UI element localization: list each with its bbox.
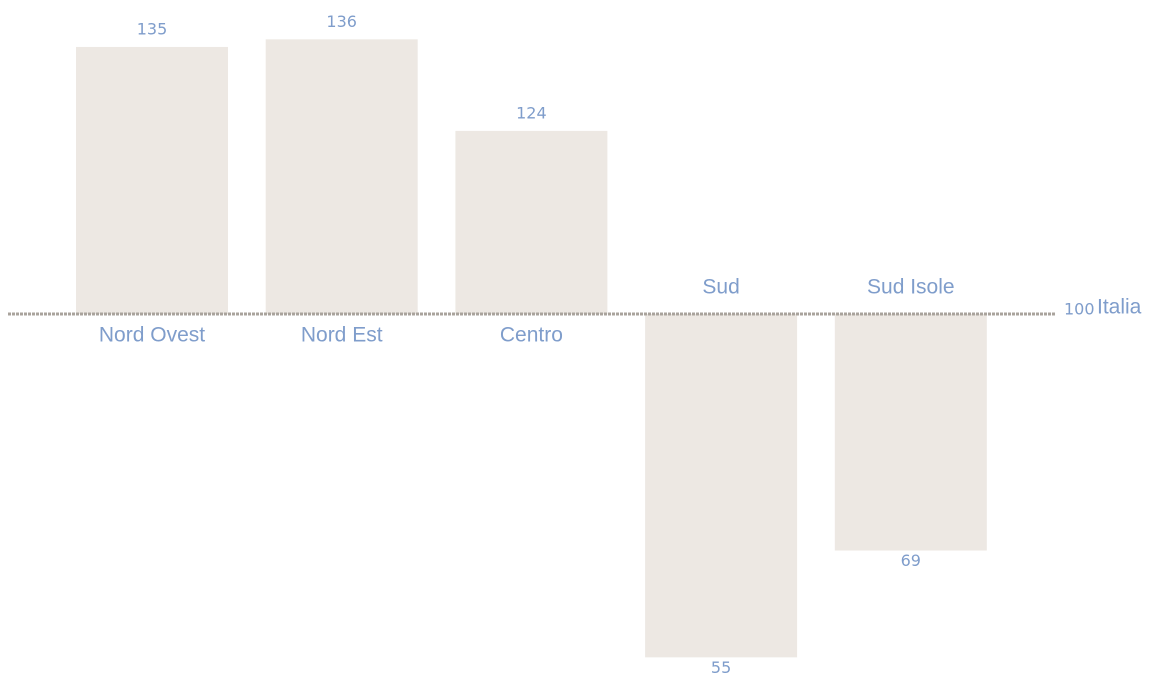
value-label: 124 (516, 103, 547, 122)
bar (455, 130, 608, 314)
value-label: 69 (901, 551, 921, 570)
bar (834, 314, 987, 551)
baseline-label: Italia (1097, 296, 1142, 319)
value-label: 135 (137, 19, 168, 38)
bar (76, 46, 228, 314)
value-label: 136 (326, 12, 357, 31)
category-label: Sud (702, 276, 739, 299)
value-label: 55 (711, 658, 731, 673)
baseline-value: 100 (1064, 300, 1095, 319)
bar (265, 39, 418, 314)
category-label: Nord Ovest (99, 324, 205, 347)
category-label: Sud Isole (867, 276, 955, 299)
category-label: Centro (500, 324, 563, 347)
bar (645, 314, 798, 658)
category-label: Nord Est (301, 324, 383, 347)
